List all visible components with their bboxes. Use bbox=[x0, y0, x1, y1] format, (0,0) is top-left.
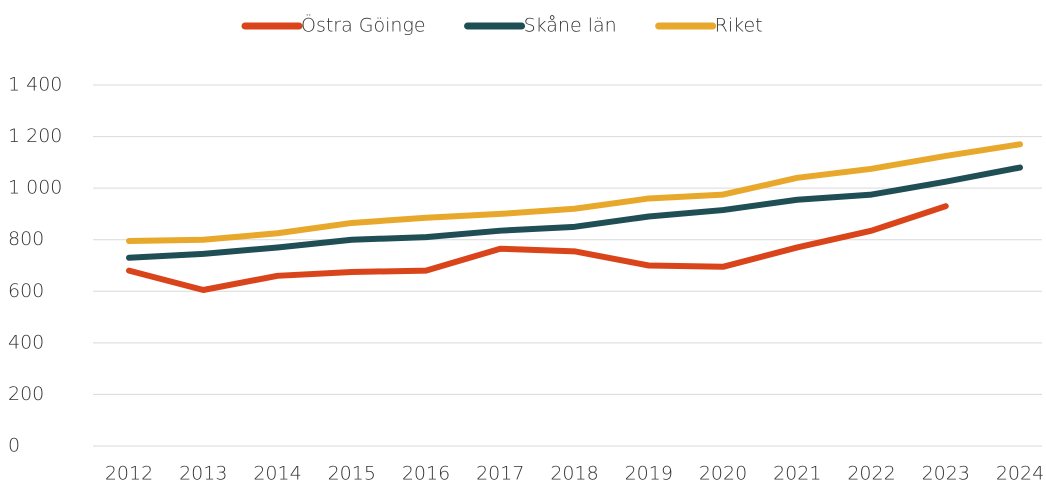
y-tick-label: 1 200 bbox=[8, 125, 62, 147]
y-tick-label: 600 bbox=[8, 280, 44, 302]
x-tick-label: 2022 bbox=[847, 463, 895, 485]
x-tick-label: 2020 bbox=[699, 463, 747, 485]
legend-label: Östra Göinge bbox=[301, 14, 426, 37]
x-tick-label: 2017 bbox=[476, 463, 524, 485]
legend-label: Skåne län bbox=[524, 15, 617, 37]
line-series bbox=[126, 164, 1023, 261]
y-tick-label: 200 bbox=[8, 383, 44, 405]
x-tick-label: 2018 bbox=[550, 463, 598, 485]
x-tick-label: 2016 bbox=[402, 463, 450, 485]
line-series bbox=[126, 203, 949, 293]
x-tick-label: 2015 bbox=[328, 463, 376, 485]
y-tick-label: 1 000 bbox=[8, 177, 62, 199]
x-tick-label: 2014 bbox=[253, 463, 301, 485]
line-series bbox=[126, 141, 1023, 245]
y-tick-label: 1 400 bbox=[8, 74, 62, 96]
x-tick-label: 2024 bbox=[996, 463, 1044, 485]
legend-label: Riket bbox=[715, 15, 763, 37]
x-tick-label: 2023 bbox=[922, 463, 970, 485]
x-tick-label: 2019 bbox=[625, 463, 673, 485]
y-tick-label: 800 bbox=[8, 228, 44, 250]
x-tick-label: 2012 bbox=[105, 463, 153, 485]
x-tick-label: 2013 bbox=[179, 463, 227, 485]
y-tick-label: 0 bbox=[8, 435, 20, 457]
x-tick-label: 2021 bbox=[773, 463, 821, 485]
y-tick-label: 400 bbox=[8, 331, 44, 353]
